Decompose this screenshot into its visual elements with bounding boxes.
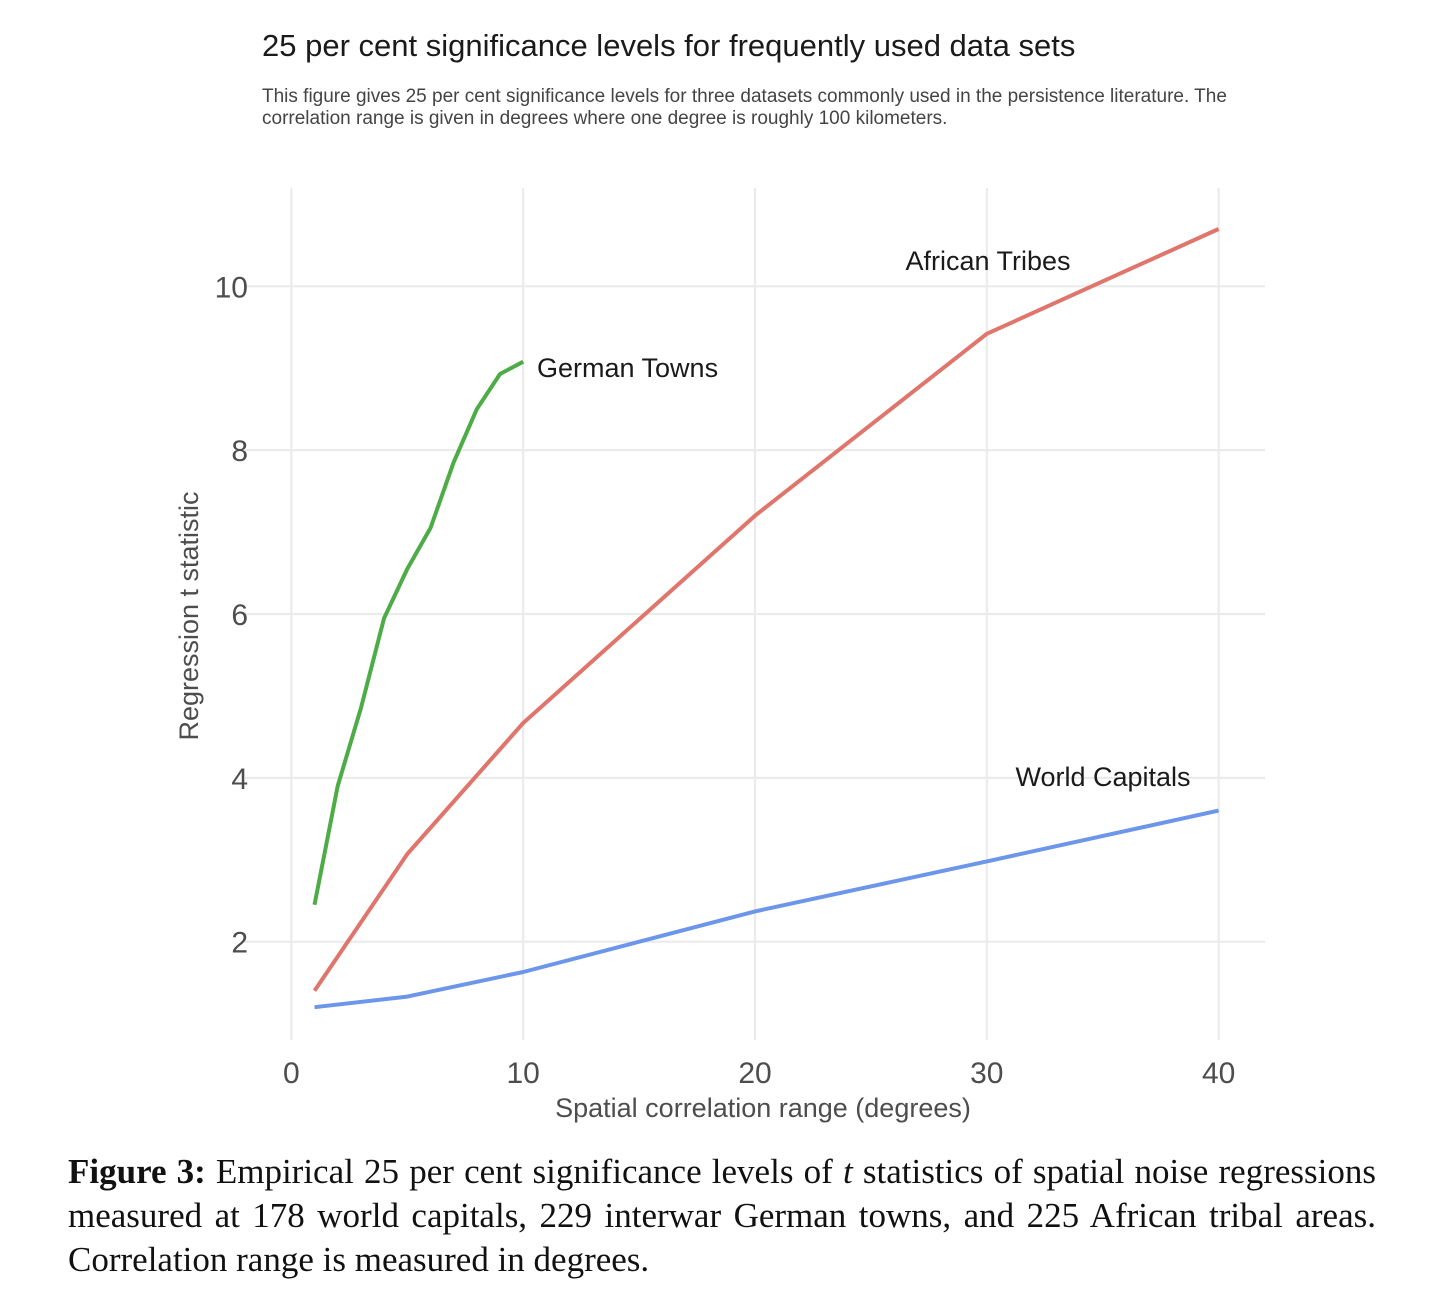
x-axis-title: Spatial correlation range (degrees) bbox=[555, 1093, 971, 1123]
series-label: World Capitals bbox=[1015, 762, 1190, 792]
x-tick-label: 30 bbox=[970, 1057, 1003, 1090]
series-line-african-tribes bbox=[312, 227, 1220, 992]
y-tick-label: 2 bbox=[231, 927, 248, 960]
series-line-german-towns bbox=[312, 359, 525, 906]
series-label: German Towns bbox=[537, 353, 718, 383]
caption-t-symbol: t bbox=[842, 1152, 853, 1191]
caption-label: Figure 3: bbox=[68, 1152, 206, 1191]
y-axis-title: Regression t statistic bbox=[174, 491, 204, 740]
x-tick-label: 20 bbox=[738, 1057, 771, 1090]
label-layer: 0 10 20 30 40 2 4 6 8 10 German Towns African Tribe… bbox=[215, 246, 1236, 1090]
grid-layer bbox=[245, 188, 1265, 1040]
series-layer bbox=[312, 227, 1220, 1010]
x-tick-label: 10 bbox=[506, 1057, 539, 1090]
line-chart: 0 10 20 30 40 2 4 6 8 10 German Towns African Tribe… bbox=[174, 188, 1265, 1123]
y-tick-label: 6 bbox=[231, 599, 248, 632]
caption-text-end: statistics of spatial noise regressions … bbox=[68, 1152, 1376, 1279]
series-label: African Tribes bbox=[905, 246, 1070, 276]
x-tick-label: 0 bbox=[283, 1057, 300, 1090]
chart-title: 25 per cent significance levels for freq… bbox=[262, 28, 1076, 63]
y-tick-label: 4 bbox=[231, 763, 248, 796]
series-line-world-capitals bbox=[314, 808, 1220, 1010]
x-tick-label: 40 bbox=[1202, 1057, 1235, 1090]
chart-subtitle: This figure gives 25 per cent significan… bbox=[262, 86, 1227, 129]
figure-caption: Figure 3: Empirical 25 per cent significa… bbox=[68, 1150, 1376, 1282]
caption-text-start: Empirical 25 per cent significance level… bbox=[215, 1152, 843, 1191]
y-tick-label: 10 bbox=[215, 271, 248, 304]
y-tick-label: 8 bbox=[231, 435, 248, 468]
